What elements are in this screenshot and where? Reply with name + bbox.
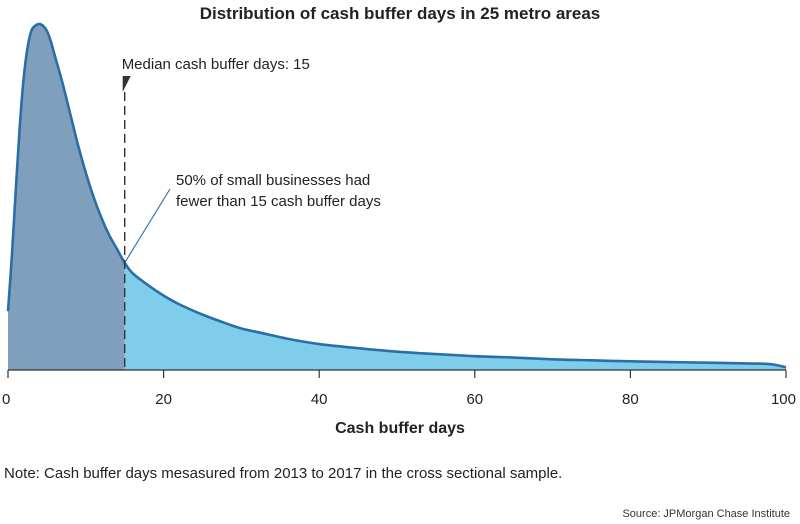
chart-title: Distribution of cash buffer days in 25 m… <box>199 4 601 23</box>
x-axis-label: Cash buffer days <box>335 420 465 437</box>
x-tick-label: 80 <box>622 391 639 408</box>
x-tick-label: 0 <box>2 391 10 408</box>
x-tick-label: 60 <box>466 391 483 408</box>
x-tick-label: 20 <box>155 391 172 408</box>
x-tick-label: 40 <box>311 391 328 408</box>
share-annotation-line-2: fewer than 15 cash buffer days <box>176 193 381 210</box>
median-marker <box>122 76 131 92</box>
area-above-median <box>124 262 786 370</box>
density-curve <box>6 22 787 369</box>
area-below-median <box>8 24 125 370</box>
chart-note: Note: Cash buffer days mesasured from 20… <box>4 465 563 482</box>
median-label: Median cash buffer days: 15 <box>122 56 310 73</box>
chart-source: Source: JPMorgan Chase Institute <box>622 508 790 520</box>
share-annotation-line-1: 50% of small businesses had <box>176 172 370 189</box>
distribution-chart: Median cash buffer days: 15 50% of small… <box>2 22 796 437</box>
annotation-leader-line <box>124 188 171 264</box>
x-tick-label: 100 <box>771 391 796 408</box>
